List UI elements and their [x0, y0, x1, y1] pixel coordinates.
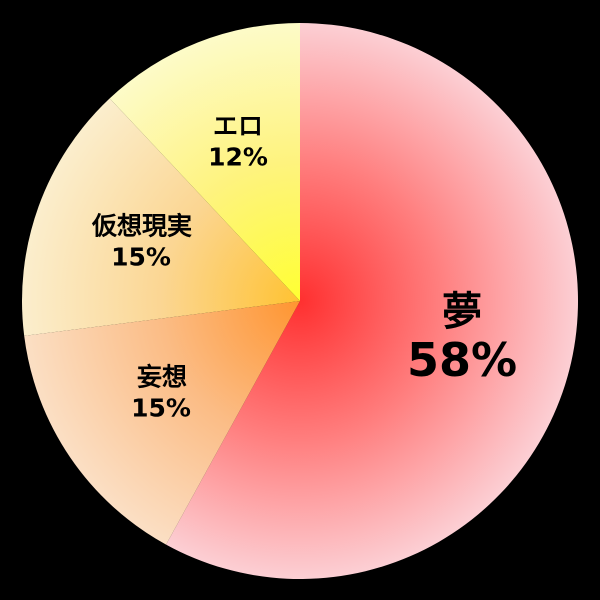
- slice-percent-0: 58%: [407, 333, 517, 387]
- pie-slice-2: [21, 98, 301, 336]
- pie-slice-0: [166, 23, 579, 579]
- slice-percent-1: 15%: [131, 394, 191, 423]
- pie-slice-1: [24, 301, 300, 545]
- slice-label-0: 夢: [442, 289, 482, 335]
- slice-label-1: 妄想: [137, 363, 187, 392]
- slice-percent-3: 12%: [208, 143, 268, 172]
- slice-label-2: 仮想現実: [91, 212, 192, 241]
- pie-slice-3: [109, 23, 300, 301]
- slice-percent-2: 15%: [111, 243, 171, 272]
- slice-label-3: エロ: [213, 112, 263, 141]
